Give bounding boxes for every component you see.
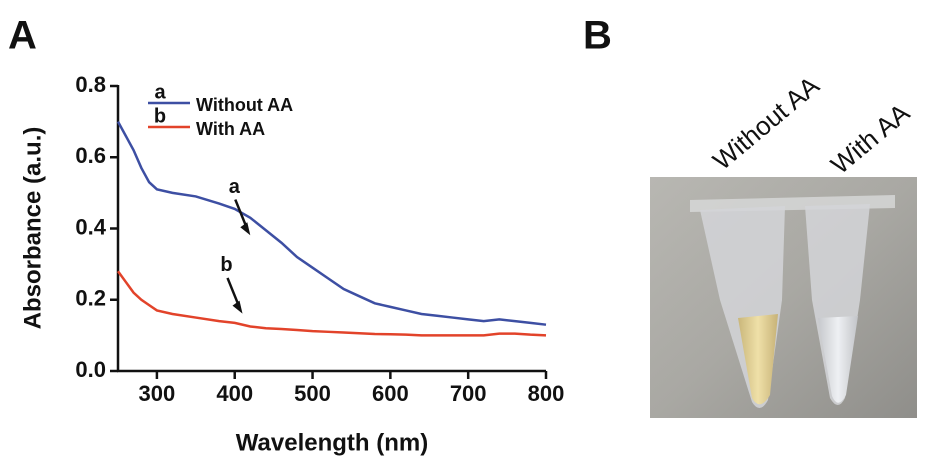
annotation-arrowhead (240, 222, 251, 236)
photo: Without AA With AA (650, 70, 917, 418)
x-tick-label: 500 (294, 381, 331, 406)
annotation: a (229, 176, 241, 198)
x-tick-label: 300 (139, 381, 176, 406)
annotation: b (220, 254, 232, 276)
series-line (116, 270, 547, 337)
panel-label: A (8, 14, 37, 58)
photo-label: Without AA (707, 70, 825, 176)
legend-key: b (154, 105, 166, 127)
legend-key: a (154, 81, 166, 103)
photo-label: With AA (825, 97, 916, 180)
x-tick-label: 700 (450, 381, 487, 406)
legend-label: Without AA (196, 95, 293, 115)
y-tick-label: 0.4 (75, 214, 106, 239)
y-tick-label: 0.0 (75, 357, 106, 382)
y-tick-label: 0.8 (75, 72, 106, 97)
x-tick-label: 600 (372, 381, 409, 406)
x-axis-title: Wavelength (nm) (236, 429, 428, 456)
y-tick-label: 0.6 (75, 143, 106, 168)
y-tick-label: 0.2 (75, 286, 106, 311)
x-tick-label: 800 (528, 381, 565, 406)
panel-label: B (583, 14, 612, 58)
series-line (116, 121, 547, 326)
legend-label: With AA (196, 119, 265, 139)
x-tick-label: 400 (216, 381, 253, 406)
y-axis-title: Absorbance (a.u.) (19, 127, 46, 330)
annotation-arrowhead (232, 300, 243, 314)
